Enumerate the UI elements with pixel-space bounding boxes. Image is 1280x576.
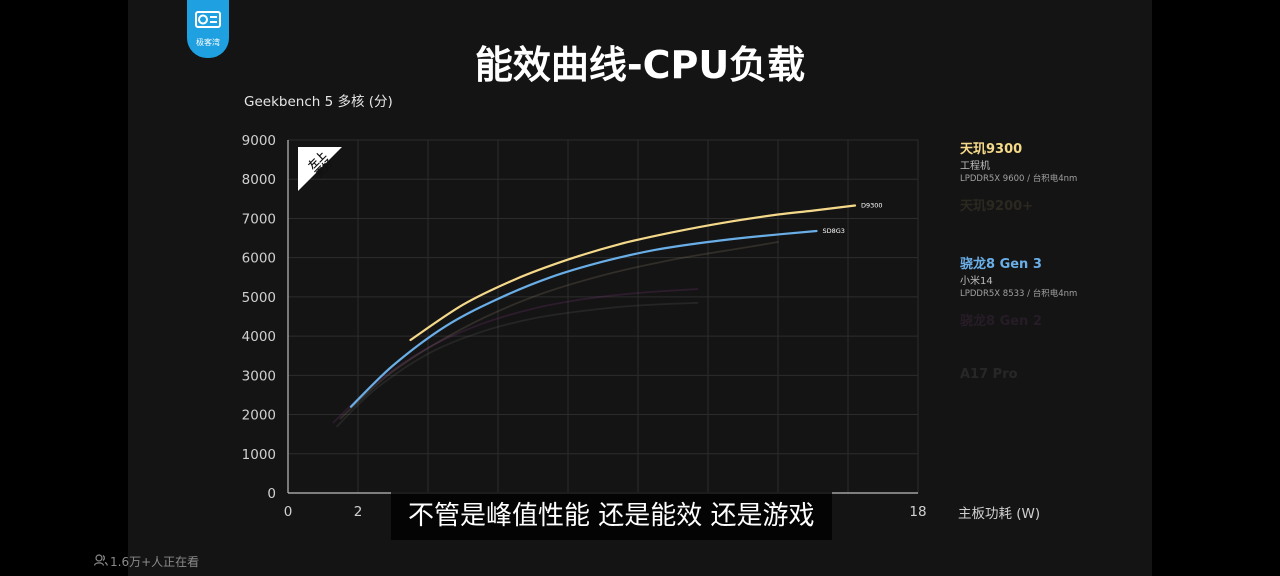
y-tick-label: 2000 — [242, 408, 276, 424]
y-tick-label: 1000 — [242, 447, 276, 463]
legend-spec: LPDDR5X 9600 / 台积电4nm — [960, 174, 1078, 184]
chart-title: 能效曲线-CPU负载 — [474, 43, 806, 87]
series-1-line — [339, 241, 779, 420]
x-tick-label: 18 — [909, 504, 926, 520]
y-tick-label: 6000 — [242, 251, 276, 267]
y-tick-label: 7000 — [242, 211, 276, 227]
channel-logo: 极客湾 — [187, 0, 229, 58]
legend-item-sd8g2: 骁龙8 Gen 2 — [960, 310, 1042, 329]
video-frame[interactable] — [128, 0, 1152, 576]
legend-spec: LPDDR5X 8533 / 台积电4nm — [960, 289, 1078, 299]
legend-item-a17pro: A17 Pro — [960, 367, 1018, 382]
x-tick-label: 0 — [284, 504, 293, 520]
series-4-line — [336, 301, 699, 428]
legend-device: 工程机 — [960, 161, 990, 172]
y-tick-label: 9000 — [242, 133, 276, 149]
y-tick-label: 3000 — [242, 368, 276, 384]
legend-item-d9300: 天玑9300 工程机 LPDDR5X 9600 / 台积电4nm — [960, 138, 1077, 184]
x-tick-label: 2 — [354, 504, 363, 520]
series-3-line — [332, 288, 699, 424]
y-tick-label: 0 — [267, 486, 276, 502]
series-0-line — [409, 204, 857, 342]
legend-name: 骁龙8 Gen 3 — [960, 257, 1042, 272]
series-2-line — [349, 229, 818, 408]
legend-name: 骁龙8 Gen 2 — [960, 314, 1042, 329]
top-left-better-badge: 左上 更好 — [298, 147, 342, 191]
x-axis-label: 主板功耗 (W) — [958, 506, 1041, 522]
legend-item-d9200plus: 天玑9200+ — [960, 195, 1033, 214]
y-tick-label: 4000 — [242, 329, 276, 345]
video-subtitle: 不管是峰值性能 还是能效 还是游戏 — [391, 492, 832, 540]
viewer-count-text: 1.6万+人正在看 — [110, 555, 200, 569]
series-2-end-label: SD8G3 — [823, 227, 845, 235]
logo-text: 极客湾 — [196, 38, 220, 47]
legend-name: A17 Pro — [960, 367, 1018, 382]
chip-icon — [195, 11, 221, 28]
legend-item-sd8g3: 骁龙8 Gen 3 小米14 LPDDR5X 8533 / 台积电4nm — [960, 253, 1077, 299]
viewers-icon — [93, 554, 110, 569]
y-axis-label: Geekbench 5 多核 (分) — [244, 94, 393, 110]
viewer-count: 1.6万+人正在看 — [93, 553, 200, 570]
badge-shape — [298, 147, 342, 191]
y-tick-label: 5000 — [242, 290, 276, 306]
legend-name: 天玑9300 — [960, 142, 1023, 157]
legend-device: 小米14 — [960, 276, 993, 287]
legend-name: 天玑9200+ — [960, 199, 1034, 214]
y-tick-label: 8000 — [242, 172, 276, 188]
series-0-end-label: D9300 — [861, 202, 883, 210]
